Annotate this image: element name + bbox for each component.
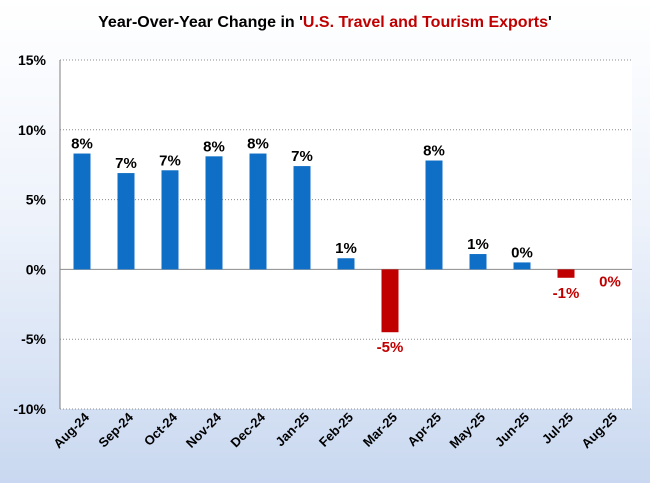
x-tick-label: Jan-25 bbox=[272, 410, 312, 450]
data-label: 7% bbox=[291, 148, 313, 165]
data-label: 8% bbox=[423, 143, 445, 160]
bar bbox=[249, 153, 267, 270]
chart-title-suffix: ' bbox=[548, 14, 552, 31]
bar bbox=[337, 258, 355, 270]
data-label: 8% bbox=[203, 138, 225, 155]
chart-title-highlight: U.S. Travel and Tourism Exports bbox=[302, 14, 549, 31]
x-tick-label: Aug-24 bbox=[50, 409, 92, 451]
y-tick-label: 10% bbox=[18, 122, 47, 138]
bar bbox=[161, 170, 179, 270]
bar bbox=[557, 269, 575, 278]
y-tick-label: -10% bbox=[13, 401, 46, 417]
x-tick-label: Oct-24 bbox=[141, 409, 181, 449]
x-tick-label: Dec-24 bbox=[227, 409, 268, 450]
x-tick-label: Jul-25 bbox=[539, 410, 576, 447]
bar bbox=[205, 156, 223, 270]
y-tick-label: -5% bbox=[21, 331, 46, 347]
bar bbox=[293, 166, 311, 270]
y-tick-label: 0% bbox=[26, 261, 47, 277]
plot-background bbox=[60, 60, 632, 409]
data-label: 7% bbox=[115, 155, 137, 172]
bar bbox=[513, 262, 531, 270]
x-tick-label: Apr-25 bbox=[404, 410, 444, 450]
y-tick-label: 15% bbox=[18, 52, 47, 68]
bar bbox=[73, 153, 91, 270]
x-tick-label: Mar-25 bbox=[360, 410, 400, 450]
data-label: 1% bbox=[335, 240, 357, 257]
chart-title-prefix: Year-Over-Year Change in ' bbox=[98, 14, 303, 31]
x-tick-label: Sep-24 bbox=[95, 409, 136, 450]
y-tick-label: 5% bbox=[26, 192, 47, 208]
data-label: 0% bbox=[599, 273, 621, 290]
x-tick-label: Feb-25 bbox=[316, 410, 356, 450]
data-label: 0% bbox=[511, 244, 533, 261]
bar bbox=[117, 173, 135, 270]
x-tick-label: Aug-25 bbox=[578, 410, 620, 452]
data-label: -1% bbox=[553, 285, 580, 302]
x-tick-label: Nov-24 bbox=[183, 409, 225, 451]
data-label: 8% bbox=[247, 136, 269, 153]
data-label: 1% bbox=[467, 236, 489, 253]
data-label: 7% bbox=[159, 152, 181, 169]
x-tick-label: Jun-25 bbox=[492, 410, 532, 450]
bar bbox=[469, 254, 487, 270]
data-label: 8% bbox=[71, 136, 93, 153]
x-tick-label: May-25 bbox=[446, 410, 488, 452]
data-label: -5% bbox=[377, 339, 404, 356]
chart-title: Year-Over-Year Change in 'U.S. Travel an… bbox=[0, 14, 650, 32]
bar bbox=[381, 269, 399, 333]
bar bbox=[425, 160, 443, 270]
